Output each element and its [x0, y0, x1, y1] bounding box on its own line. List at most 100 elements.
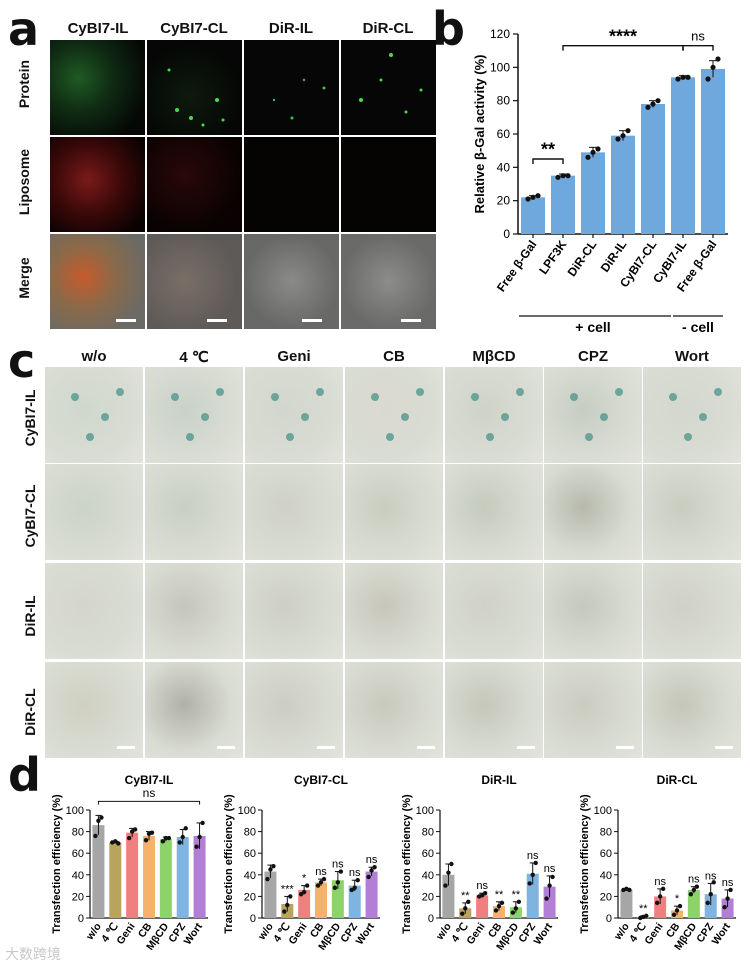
- data-point: [660, 886, 666, 892]
- y-tick-label: 20: [72, 891, 84, 903]
- sig-label: ns: [544, 863, 556, 875]
- y-tick-label: 20: [244, 891, 256, 903]
- data-point: [544, 896, 549, 901]
- x-tick-label: Geni: [286, 921, 309, 947]
- sig-label: **: [495, 889, 504, 901]
- data-point: [355, 878, 360, 883]
- panel-c-row-1: CyBI7-IL: [22, 389, 38, 447]
- data-point: [550, 874, 555, 880]
- sig-label: ns: [332, 859, 344, 871]
- bar: [493, 906, 505, 918]
- sig-bracket: [562, 44, 684, 51]
- data-point: [496, 903, 502, 909]
- data-point: [644, 913, 649, 919]
- micrograph-c-r1-c4: [345, 367, 443, 463]
- data-point: [525, 196, 531, 202]
- sig-label: ns: [315, 866, 327, 878]
- panel-label-b: b: [432, 2, 465, 56]
- micrograph-c-r3-c1: [45, 563, 143, 659]
- micrograph-c-r1-c7: [643, 367, 741, 463]
- bar: [704, 894, 717, 918]
- data-point: [332, 885, 338, 890]
- data-point: [338, 869, 344, 874]
- x-tick-label: DiR-CL: [565, 238, 600, 279]
- scale-bar: [715, 746, 733, 749]
- micrograph-c-r4-c6: [544, 662, 642, 758]
- y-tick-label: 100: [490, 60, 510, 74]
- data-point: [369, 868, 374, 873]
- panel-c-col-7: Wort: [675, 348, 709, 365]
- y-tick-label: 0: [78, 913, 84, 925]
- data-point: [304, 883, 310, 888]
- y-axis-label: Transfection efficiency (%): [223, 794, 235, 934]
- data-point: [565, 173, 571, 179]
- bar: [315, 882, 327, 918]
- y-tick-label: 40: [497, 160, 511, 174]
- data-point: [126, 835, 132, 841]
- data-point: [177, 840, 182, 845]
- group-label: + cell: [575, 319, 610, 335]
- micrograph-c-r2-c3: [245, 464, 343, 560]
- sig-label: **: [461, 890, 470, 902]
- group-label: - cell: [682, 319, 714, 335]
- bar: [365, 871, 378, 918]
- y-tick-label: 100: [594, 805, 612, 817]
- data-point: [560, 173, 566, 179]
- data-point: [711, 880, 716, 885]
- micrograph-merge-cybi7-il: [50, 234, 145, 329]
- data-point: [265, 876, 270, 882]
- x-tick-label: Geni: [114, 921, 137, 947]
- data-point: [493, 908, 499, 913]
- panel-c-row-2: CyBI7-CL: [22, 484, 38, 548]
- data-point: [654, 900, 660, 906]
- y-tick-label: 0: [503, 227, 510, 241]
- data-point: [513, 906, 519, 911]
- data-point: [318, 880, 324, 885]
- watermark: 大数跨境: [5, 946, 61, 962]
- panel-label-c: c: [8, 334, 36, 388]
- y-tick-label: 20: [600, 891, 612, 903]
- panel-c-row-3: DiR-IL: [22, 595, 38, 637]
- bar: [701, 69, 725, 234]
- data-point: [449, 861, 454, 867]
- data-point: [657, 894, 663, 899]
- scale-bar: [317, 746, 335, 749]
- y-tick-label: 20: [497, 194, 511, 208]
- data-point: [516, 899, 522, 904]
- y-tick-label: 20: [422, 891, 434, 903]
- y-tick-label: 60: [244, 848, 256, 860]
- data-point: [627, 887, 632, 893]
- micrograph-c-r1-c5: [445, 367, 543, 463]
- x-tick-label: Wort: [182, 920, 206, 947]
- micrograph-protein-dir-il: [244, 40, 339, 135]
- scale-bar: [116, 319, 136, 322]
- data-point: [620, 133, 626, 139]
- data-point: [585, 154, 591, 160]
- scale-bar: [217, 746, 235, 749]
- panel-a-row-liposome: Liposome: [16, 148, 32, 216]
- micrograph-c-r3-c5: [445, 563, 543, 659]
- y-tick-label: 80: [72, 827, 84, 839]
- data-point: [677, 903, 683, 909]
- y-tick-label: 0: [428, 913, 434, 925]
- scale-bar: [207, 319, 227, 322]
- sig-label: **: [541, 140, 555, 160]
- sig-label: ns: [476, 880, 488, 892]
- data-point: [728, 887, 733, 893]
- y-axis-label: Relative β-Gal activity (%): [472, 55, 487, 214]
- micrograph-c-r1-c2: [145, 367, 243, 463]
- chart-title: DiR-CL: [657, 773, 698, 787]
- data-point: [160, 839, 166, 844]
- data-point: [530, 194, 536, 200]
- sig-label: **: [512, 889, 521, 901]
- sig-label: ns: [366, 854, 378, 866]
- sig-bracket: [97, 800, 201, 805]
- micrograph-c-r1-c3: [245, 367, 343, 463]
- data-point: [352, 885, 357, 890]
- data-point: [705, 900, 710, 906]
- micrograph-c-r3-c2: [145, 563, 243, 659]
- data-point: [282, 909, 287, 914]
- data-point: [443, 883, 448, 888]
- sig-label: ns: [722, 877, 734, 889]
